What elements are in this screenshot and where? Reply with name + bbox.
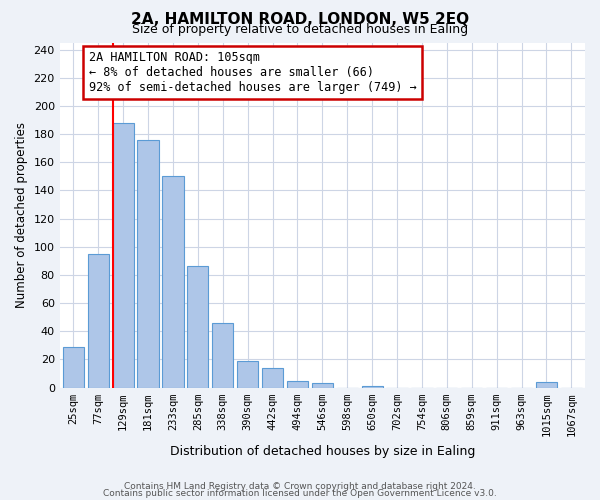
Bar bbox=[137, 140, 158, 388]
X-axis label: Distribution of detached houses by size in Ealing: Distribution of detached houses by size … bbox=[170, 444, 475, 458]
Bar bbox=[212, 323, 233, 388]
Bar bbox=[362, 386, 383, 388]
Bar bbox=[163, 176, 184, 388]
Bar bbox=[63, 346, 84, 388]
Bar bbox=[287, 380, 308, 388]
Bar bbox=[536, 382, 557, 388]
Bar bbox=[312, 384, 333, 388]
Bar bbox=[113, 123, 134, 388]
Text: Contains HM Land Registry data © Crown copyright and database right 2024.: Contains HM Land Registry data © Crown c… bbox=[124, 482, 476, 491]
Bar bbox=[88, 254, 109, 388]
Bar bbox=[237, 361, 258, 388]
Text: 2A HAMILTON ROAD: 105sqm
← 8% of detached houses are smaller (66)
92% of semi-de: 2A HAMILTON ROAD: 105sqm ← 8% of detache… bbox=[89, 51, 416, 94]
Bar bbox=[187, 266, 208, 388]
Text: 2A, HAMILTON ROAD, LONDON, W5 2EQ: 2A, HAMILTON ROAD, LONDON, W5 2EQ bbox=[131, 12, 469, 26]
Text: Contains public sector information licensed under the Open Government Licence v3: Contains public sector information licen… bbox=[103, 488, 497, 498]
Bar bbox=[262, 368, 283, 388]
Y-axis label: Number of detached properties: Number of detached properties bbox=[15, 122, 28, 308]
Text: Size of property relative to detached houses in Ealing: Size of property relative to detached ho… bbox=[132, 22, 468, 36]
